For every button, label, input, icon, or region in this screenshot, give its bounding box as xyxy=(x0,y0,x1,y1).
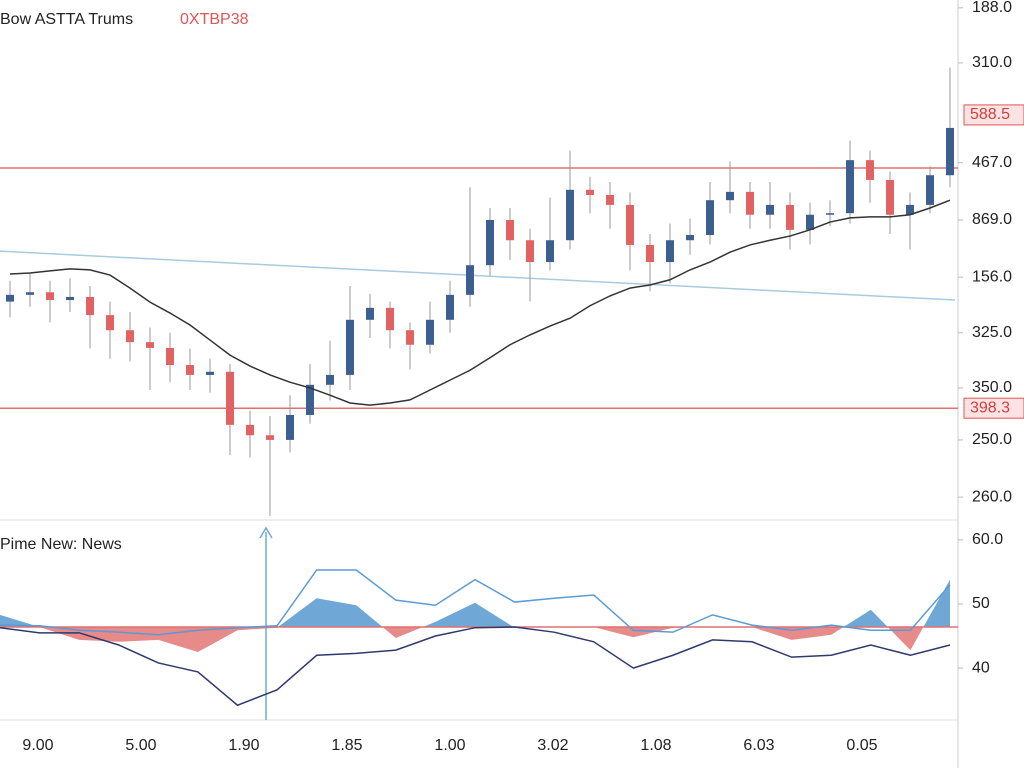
candle-body xyxy=(166,347,174,366)
candle-body xyxy=(326,374,334,385)
candle-body xyxy=(426,319,434,345)
x-tick-label: 0.05 xyxy=(846,737,877,754)
candle-body xyxy=(766,204,774,215)
candle-body xyxy=(886,179,894,215)
candle-body xyxy=(86,296,94,316)
candle-body xyxy=(706,200,714,236)
candle-body xyxy=(566,189,574,241)
candle-body xyxy=(806,214,814,230)
indicator-line xyxy=(0,626,951,707)
candle-body xyxy=(126,330,134,343)
cursor-arrow xyxy=(259,526,273,539)
x-tick-label: 6.03 xyxy=(743,737,774,754)
y-tick-label: 188.0 xyxy=(972,0,1012,16)
y-tick-label: 869.0 xyxy=(972,211,1012,228)
x-tick-label: 1.85 xyxy=(331,737,362,754)
x-tick-label: 5.00 xyxy=(125,737,156,754)
candle-body xyxy=(586,189,594,195)
indicator-line xyxy=(0,569,951,636)
y-tick-label: 60.0 xyxy=(972,531,1003,548)
trend-line xyxy=(0,250,956,301)
candle-body xyxy=(366,307,374,320)
candle-body xyxy=(146,342,154,348)
y-tick-label: 156.0 xyxy=(972,268,1012,285)
candle-body xyxy=(486,219,494,266)
x-tick-label: 1.00 xyxy=(434,737,465,754)
candle-body xyxy=(206,371,214,375)
area-down xyxy=(39,627,924,653)
candle-body xyxy=(386,307,394,331)
price-tag-label: 398.3 xyxy=(970,399,1010,416)
candle-body xyxy=(286,414,294,440)
price-tag xyxy=(963,397,1024,419)
candle-body xyxy=(6,294,14,302)
area-up xyxy=(0,579,950,628)
candle-body xyxy=(526,240,534,263)
candle-body xyxy=(506,219,514,241)
candle-body xyxy=(246,424,254,436)
candle-body xyxy=(186,365,194,375)
y-tick-label: 40 xyxy=(972,659,990,676)
x-tick-label: 3.02 xyxy=(537,737,568,754)
candle-body xyxy=(746,191,754,215)
x-tick-label: 1.08 xyxy=(640,737,671,754)
y-tick-label: 50 xyxy=(972,595,990,612)
candle-body xyxy=(546,240,554,263)
candle-body xyxy=(646,244,654,263)
candle-body xyxy=(946,127,954,176)
panel-title: Pime New: News xyxy=(0,536,122,553)
candle-body xyxy=(446,294,454,320)
symbol: 0XTBP38 xyxy=(180,11,249,28)
candle-body xyxy=(826,213,834,215)
candle-body xyxy=(606,195,614,205)
y-tick-label: 250.0 xyxy=(972,431,1012,448)
candle-body xyxy=(906,204,914,215)
price-tag xyxy=(963,104,1024,126)
y-tick-label: 467.0 xyxy=(972,154,1012,171)
moving-average xyxy=(9,199,951,406)
candle-body xyxy=(466,265,474,295)
x-tick-label: 1.90 xyxy=(228,737,259,754)
candle-body xyxy=(686,235,694,241)
candle-body xyxy=(846,160,854,214)
y-tick-label: 310.0 xyxy=(972,54,1012,71)
candle-body xyxy=(786,204,794,230)
candle-body xyxy=(266,435,274,440)
x-tick-label: 9.00 xyxy=(22,737,53,754)
candle-body xyxy=(866,160,874,180)
candle-body xyxy=(46,292,54,301)
candle-body xyxy=(26,292,34,295)
y-tick-label: 260.0 xyxy=(972,488,1012,505)
y-tick-label: 350.0 xyxy=(972,379,1012,396)
candle-body xyxy=(106,315,114,331)
candle-body xyxy=(306,384,314,415)
candle-body xyxy=(226,371,234,425)
candle-body xyxy=(626,204,634,245)
candle-body xyxy=(406,330,414,345)
candle-body xyxy=(666,240,674,263)
candle-body xyxy=(346,319,354,375)
price-tag-label: 588.5 xyxy=(970,106,1010,123)
candle-body xyxy=(726,191,734,201)
y-tick-label: 325.0 xyxy=(972,324,1012,341)
chart-title: Bow ASTTA Trums xyxy=(0,11,133,28)
candle-body xyxy=(66,296,74,301)
candle-body xyxy=(926,175,934,205)
